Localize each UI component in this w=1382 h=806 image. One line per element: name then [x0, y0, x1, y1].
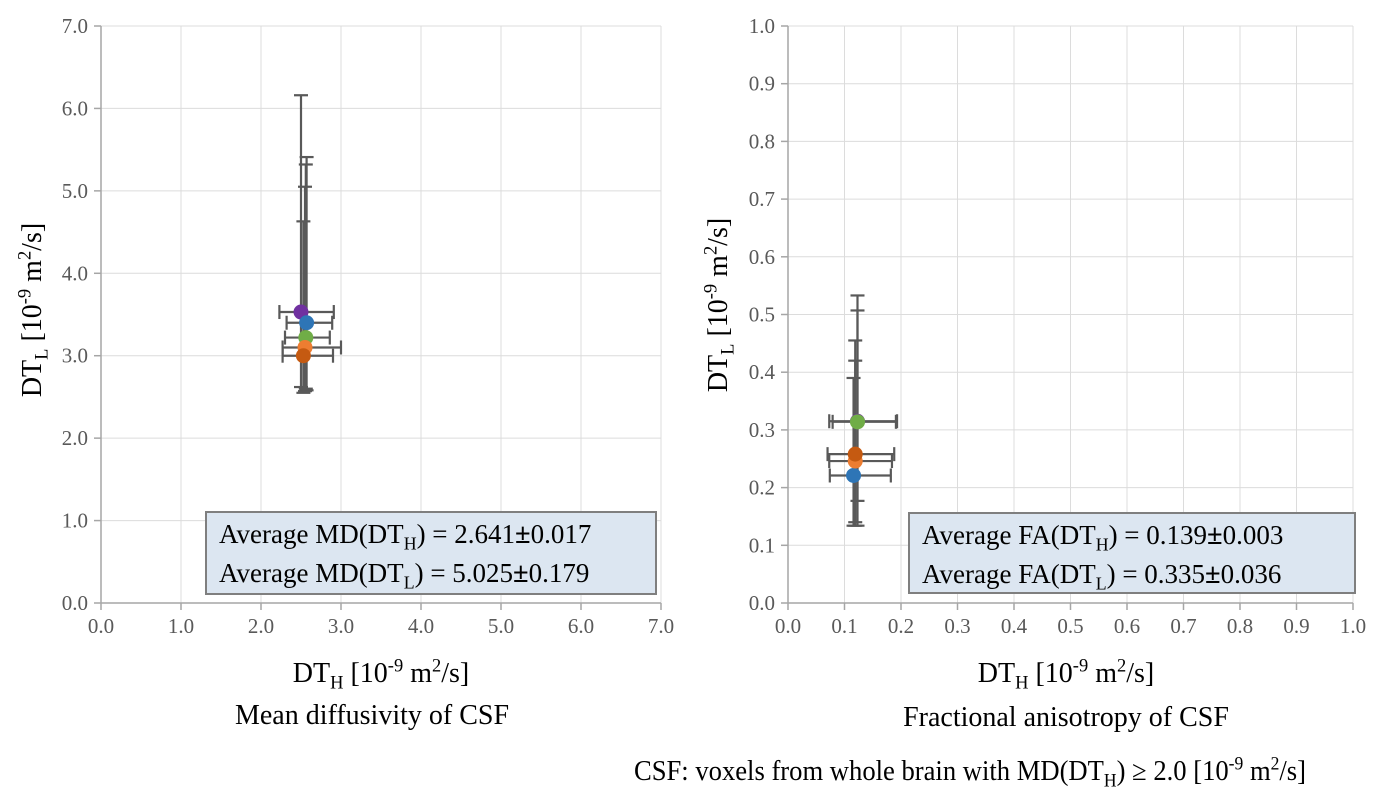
x-tick-label: 1.0 [1340, 614, 1366, 638]
y-tick-label: 0.7 [749, 187, 775, 211]
x-tick-label: 0.8 [1227, 614, 1253, 638]
data-point-green [849, 414, 865, 430]
figure-caption: CSF: voxels from whole brain with MD(DTH… [633, 753, 1307, 791]
data-point-brown [295, 348, 311, 364]
x-tick-label: 6.0 [568, 614, 594, 638]
y-tick-label: 0.9 [749, 72, 775, 96]
y-tick-label: 6.0 [62, 96, 88, 120]
data-point-blue [299, 315, 315, 331]
y-tick-label: 0.5 [749, 303, 775, 327]
data-point-blue [846, 467, 862, 483]
x-tick-label: 0.0 [88, 614, 114, 638]
x-tick-label: 1.0 [168, 614, 194, 638]
y-tick-label: 0.1 [749, 533, 775, 557]
annotation-line: Average FA(DTL) = 0.335±0.036 [922, 559, 1282, 594]
y-tick-label: 3.0 [62, 344, 88, 368]
y-tick-label: 1.0 [749, 14, 775, 38]
x-tick-label: 4.0 [408, 614, 434, 638]
left-x-axis-label: DTH [10-9 m2/s] [292, 655, 470, 693]
x-tick-label: 0.1 [831, 614, 857, 638]
annotation-line: Average FA(DTH) = 0.139±0.003 [922, 520, 1284, 555]
data-point-brown [847, 446, 863, 462]
y-tick-label: 0.0 [62, 591, 88, 615]
y-tick-label: 0.4 [749, 360, 776, 384]
annotation-line: Average MD(DTL) = 5.025±0.179 [219, 558, 590, 593]
right-annotation-box: Average FA(DTH) = 0.139±0.003 Average FA… [908, 512, 1356, 594]
y-tick-label: 7.0 [62, 14, 88, 38]
x-tick-label: 2.0 [248, 614, 274, 638]
left-annotation-box: Average MD(DTH) = 2.641±0.017 Average MD… [205, 511, 657, 595]
y-tick-label: 2.0 [62, 426, 88, 450]
y-tick-label: 0.2 [749, 476, 775, 500]
left-chart-title: Mean diffusivity of CSF [234, 700, 510, 731]
x-tick-label: 0.3 [944, 614, 970, 638]
y-tick-label: 0.6 [749, 245, 775, 269]
y-tick-label: 5.0 [62, 179, 88, 203]
y-tick-label: 1.0 [62, 509, 88, 533]
y-tick-label: 0.0 [749, 591, 775, 615]
x-tick-label: 7.0 [648, 614, 674, 638]
x-tick-label: 0.4 [1001, 614, 1028, 638]
y-tick-label: 0.3 [749, 418, 775, 442]
right-x-axis-label: DTH [10-9 m2/s] [977, 655, 1155, 693]
x-tick-label: 3.0 [328, 614, 354, 638]
x-tick-label: 0.6 [1114, 614, 1140, 638]
right-chart-title: Fractional anisotropy of CSF [903, 702, 1229, 733]
x-tick-label: 0.0 [775, 614, 801, 638]
x-tick-label: 0.5 [1057, 614, 1083, 638]
y-tick-label: 4.0 [62, 261, 88, 285]
right-y-axis-label: DTL [10-9 m2/s] [700, 217, 738, 393]
x-tick-label: 5.0 [488, 614, 514, 638]
x-tick-label: 0.2 [888, 614, 914, 638]
annotation-line: Average MD(DTH) = 2.641±0.017 [219, 519, 592, 554]
x-tick-label: 0.9 [1283, 614, 1309, 638]
left-y-axis-label: DTL [10-9 m2/s] [14, 222, 52, 398]
x-tick-label: 0.7 [1170, 614, 1196, 638]
y-tick-label: 0.8 [749, 129, 775, 153]
